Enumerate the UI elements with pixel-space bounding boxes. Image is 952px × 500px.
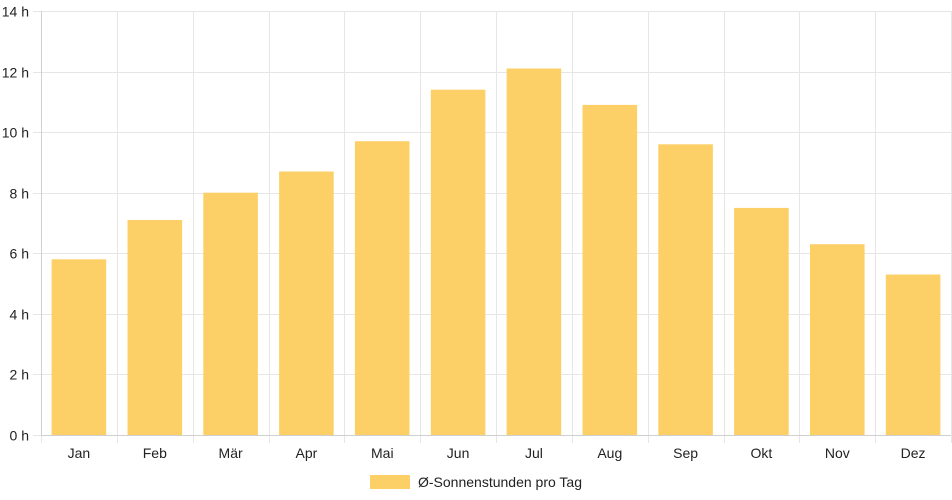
bar-mai[interactable]: [354, 141, 410, 435]
bar-aug[interactable]: [582, 104, 638, 436]
bar-jan[interactable]: [51, 259, 107, 435]
y-tick-label: 10 h: [2, 125, 29, 141]
bar-nov[interactable]: [810, 244, 865, 435]
x-tick-label: Nov: [825, 445, 850, 461]
x-tick-label: Mär: [219, 445, 243, 461]
legend-label: Ø-Sonnenstunden pro Tag: [418, 474, 582, 490]
y-tick-label: 4 h: [10, 307, 29, 323]
x-tick-label: Apr: [296, 445, 318, 461]
bar-apr[interactable]: [279, 171, 334, 436]
bar-feb[interactable]: [127, 220, 183, 435]
y-tick-label: 12 h: [2, 65, 29, 81]
bar-mär[interactable]: [203, 192, 258, 435]
x-tick-label: Jul: [525, 445, 543, 461]
bar-dez[interactable]: [885, 274, 941, 436]
x-tick-label: Dez: [901, 445, 926, 461]
x-tick-label: Sep: [673, 445, 698, 461]
bar-jul[interactable]: [506, 68, 562, 436]
grid: [33, 11, 952, 443]
x-tick-label: Feb: [143, 445, 167, 461]
bar-sep[interactable]: [658, 144, 713, 436]
x-tick-label: Okt: [751, 445, 773, 461]
x-tick-label: Jan: [68, 445, 91, 461]
x-tick-label: Aug: [597, 445, 622, 461]
bar-okt[interactable]: [734, 207, 789, 435]
y-tick-label: 8 h: [10, 186, 29, 202]
bar-jun[interactable]: [430, 89, 486, 435]
y-tick-label: 6 h: [10, 246, 29, 262]
axes: 0 h 2 h 4 h 6 h 8 h 10 h 12 h 14 h Jan Feb Mär Apr M…: [2, 4, 951, 461]
x-tick-label: Jun: [447, 445, 470, 461]
y-tick-label: 2 h: [10, 367, 29, 383]
y-tick-label: 14 h: [2, 4, 29, 20]
x-tick-label: Mai: [371, 445, 394, 461]
legend[interactable]: Ø-Sonnenstunden pro Tag: [370, 474, 582, 490]
bars: [51, 68, 941, 436]
legend-swatch: [370, 475, 410, 489]
y-tick-label: 0 h: [10, 428, 29, 444]
